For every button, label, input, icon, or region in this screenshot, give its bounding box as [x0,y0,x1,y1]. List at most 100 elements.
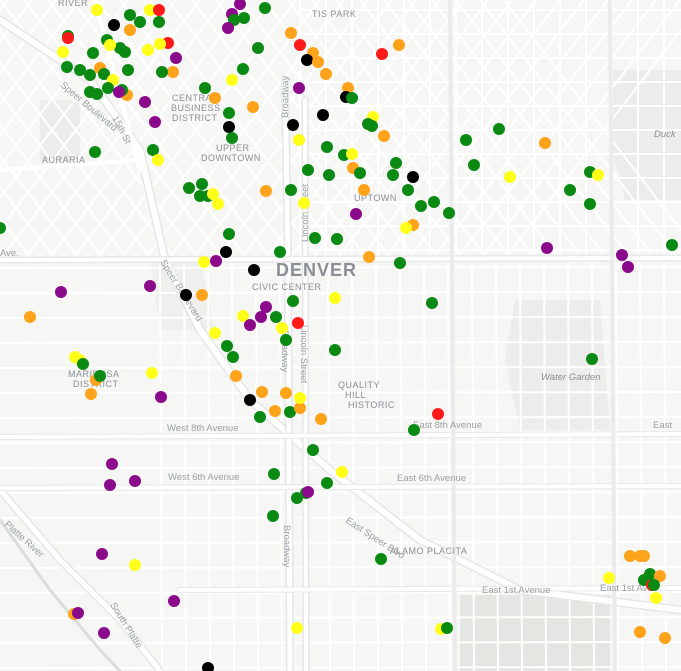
marker-yellow[interactable] [207,188,219,200]
marker-green[interactable] [321,477,333,489]
marker-yellow[interactable] [91,4,103,16]
marker-green[interactable] [666,239,678,251]
marker-orange[interactable] [230,370,242,382]
marker-orange[interactable] [358,184,370,196]
marker-yellow[interactable] [400,222,412,234]
marker-green[interactable] [147,144,159,156]
marker-yellow[interactable] [603,572,615,584]
marker-green[interactable] [323,169,335,181]
marker-yellow[interactable] [237,310,249,322]
marker-red[interactable] [62,32,74,44]
marker-green[interactable] [226,132,238,144]
marker-orange[interactable] [256,386,268,398]
marker-green[interactable] [270,311,282,323]
marker-purple[interactable] [139,96,151,108]
marker-orange[interactable] [24,311,36,323]
marker-green[interactable] [199,82,211,94]
marker-orange[interactable] [196,289,208,301]
marker-green[interactable] [237,63,249,75]
marker-yellow[interactable] [57,46,69,58]
marker-orange[interactable] [624,550,636,562]
marker-yellow[interactable] [504,171,516,183]
marker-orange[interactable] [285,27,297,39]
marker-green[interactable] [493,123,505,135]
marker-green[interactable] [183,182,195,194]
marker-green[interactable] [280,334,292,346]
marker-green[interactable] [194,190,206,202]
marker-purple[interactable] [129,475,141,487]
marker-purple[interactable] [104,479,116,491]
marker-green[interactable] [74,64,86,76]
marker-purple[interactable] [622,261,634,273]
marker-green[interactable] [390,157,402,169]
marker-green[interactable] [346,92,358,104]
marker-orange[interactable] [393,39,405,51]
marker-black[interactable] [317,109,329,121]
marker-green[interactable] [238,12,250,24]
marker-green[interactable] [61,61,73,73]
marker-red[interactable] [376,48,388,60]
marker-yellow[interactable] [329,292,341,304]
marker-yellow[interactable] [298,197,310,209]
marker-green[interactable] [644,568,656,580]
marker-green[interactable] [321,141,333,153]
marker-green[interactable] [329,344,341,356]
marker-green[interactable] [87,47,99,59]
marker-yellow[interactable] [198,256,210,268]
marker-red[interactable] [294,39,306,51]
marker-orange[interactable] [260,185,272,197]
marker-purple[interactable] [210,255,222,267]
marker-green[interactable] [564,184,576,196]
marker-green[interactable] [394,257,406,269]
marker-green[interactable] [648,579,660,591]
marker-black[interactable] [248,264,260,276]
marker-yellow[interactable] [293,134,305,146]
marker-purple[interactable] [168,595,180,607]
marker-orange[interactable] [654,570,666,582]
marker-orange[interactable] [280,387,292,399]
marker-yellow[interactable] [226,74,238,86]
marker-yellow[interactable] [294,392,306,404]
marker-green[interactable] [415,200,427,212]
marker-green[interactable] [441,622,453,634]
marker-red[interactable] [292,317,304,329]
marker-green[interactable] [443,207,455,219]
marker-black[interactable] [220,246,232,258]
marker-purple[interactable] [302,486,314,498]
marker-orange[interactable] [320,68,332,80]
marker-black[interactable] [223,121,235,133]
marker-green[interactable] [84,69,96,81]
marker-green[interactable] [223,228,235,240]
marker-green[interactable] [122,64,134,76]
marker-purple[interactable] [55,286,67,298]
marker-purple[interactable] [113,86,125,98]
marker-yellow[interactable] [592,169,604,181]
marker-purple[interactable] [98,627,110,639]
marker-purple[interactable] [234,0,246,10]
marker-purple[interactable] [222,22,234,34]
marker-orange[interactable] [312,56,324,68]
marker-black[interactable] [202,662,214,671]
marker-orange[interactable] [363,251,375,263]
marker-green[interactable] [309,232,321,244]
marker-purple[interactable] [293,82,305,94]
marker-orange[interactable] [342,82,354,94]
marker-black[interactable] [407,171,419,183]
marker-yellow[interactable] [144,4,156,16]
marker-yellow[interactable] [291,622,303,634]
marker-black[interactable] [287,119,299,131]
marker-purple[interactable] [106,458,118,470]
marker-orange[interactable] [209,92,221,104]
marker-orange[interactable] [378,130,390,142]
marker-purple[interactable] [170,52,182,64]
marker-orange[interactable] [85,388,97,400]
marker-purple[interactable] [541,242,553,254]
marker-yellow[interactable] [336,466,348,478]
marker-orange[interactable] [294,402,306,414]
marker-orange[interactable] [659,632,671,644]
marker-green[interactable] [302,164,314,176]
marker-yellow[interactable] [276,322,288,334]
marker-green[interactable] [402,184,414,196]
